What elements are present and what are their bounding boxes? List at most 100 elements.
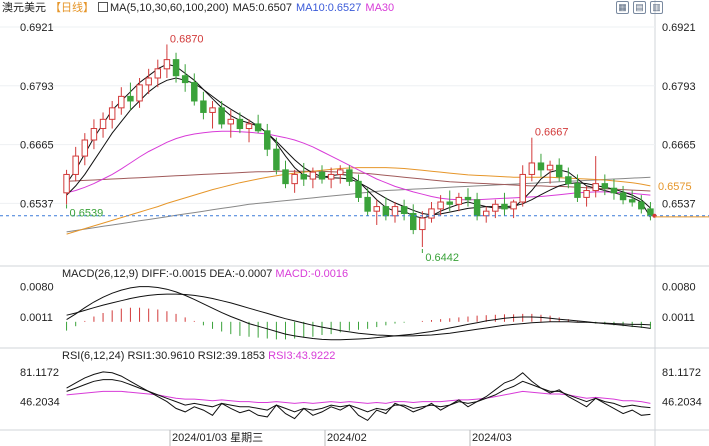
candle[interactable]	[63, 169, 70, 205]
candle[interactable]	[619, 185, 627, 205]
candle-body	[528, 162, 536, 175]
candle[interactable]	[482, 206, 490, 223]
candle[interactable]	[136, 78, 143, 108]
candle-body	[391, 206, 399, 217]
candle[interactable]	[227, 110, 235, 138]
price-panel[interactable]: 0.6870 0.6667 0.6539 0.6442	[0, 33, 709, 264]
candle[interactable]	[428, 202, 435, 223]
candle[interactable]	[492, 199, 499, 219]
candle[interactable]	[181, 64, 189, 92]
candle[interactable]	[437, 195, 444, 216]
candle[interactable]	[163, 50, 171, 78]
candle[interactable]	[528, 143, 536, 182]
macd-panel[interactable]	[66, 286, 651, 341]
candle[interactable]	[218, 100, 225, 129]
candle[interactable]	[373, 199, 380, 225]
rsi-panel[interactable]	[66, 371, 651, 422]
candle-body	[555, 164, 563, 178]
candle[interactable]	[537, 153, 545, 177]
candle[interactable]	[309, 167, 317, 189]
candle[interactable]	[592, 156, 599, 198]
rsi-tick-left: 46.2034	[20, 396, 60, 408]
price-tick-right: 0.6921	[662, 22, 696, 34]
candle[interactable]	[628, 190, 636, 207]
candle[interactable]	[473, 192, 481, 221]
candle[interactable]	[90, 119, 98, 150]
ma-settings-icon[interactable]	[98, 2, 108, 12]
candle[interactable]	[346, 165, 353, 186]
candle-body	[264, 130, 271, 150]
candle-body	[373, 206, 380, 212]
grid-toggle-icon[interactable]: ▦	[616, 1, 629, 14]
candle[interactable]	[400, 199, 408, 221]
candle-body	[346, 169, 353, 182]
candle[interactable]	[191, 73, 198, 106]
candle[interactable]	[455, 192, 463, 212]
last-price-label: 0.6575	[658, 181, 692, 193]
candle[interactable]	[583, 185, 590, 207]
candle[interactable]	[72, 146, 79, 182]
candle[interactable]	[318, 165, 326, 184]
macd-label[interactable]: MACD(26,12,9)	[62, 268, 139, 280]
candle[interactable]	[154, 59, 162, 88]
period-tag[interactable]: 【日线】	[50, 2, 94, 14]
candle[interactable]	[574, 174, 581, 202]
candle-body	[428, 208, 435, 219]
candle[interactable]	[446, 190, 453, 212]
price-tick-left: 0.6793	[20, 81, 54, 93]
candle[interactable]	[145, 68, 152, 95]
macd-tick-right: 0.0011	[662, 312, 695, 324]
candle[interactable]	[273, 137, 280, 175]
candle[interactable]	[99, 112, 107, 138]
candle[interactable]	[245, 119, 253, 143]
candle[interactable]	[464, 188, 472, 207]
candle[interactable]	[419, 211, 426, 248]
candle[interactable]	[555, 158, 563, 182]
candle[interactable]	[236, 112, 244, 134]
candle[interactable]	[327, 167, 335, 189]
candle[interactable]	[647, 202, 654, 221]
candle[interactable]	[127, 82, 134, 111]
draw-tool-icon[interactable]: ▤	[633, 1, 646, 14]
candle[interactable]	[638, 195, 645, 214]
candle[interactable]	[108, 100, 116, 129]
candle[interactable]	[565, 167, 572, 189]
candle-body	[209, 107, 216, 113]
candle-body	[327, 173, 335, 180]
candle[interactable]	[254, 114, 262, 134]
candle[interactable]	[601, 174, 609, 196]
candle[interactable]	[337, 165, 344, 184]
candle[interactable]	[519, 165, 526, 207]
candle[interactable]	[209, 100, 216, 129]
macd-header: MACD(26,12,9) DIFF:-0.0015 DEA:-0.0007 M…	[62, 268, 348, 280]
candle[interactable]	[118, 87, 125, 115]
rsi-header: RSI(6,12,24) RSI1:30.9610 RSI2:39.1853 R…	[62, 350, 335, 362]
candle-body	[337, 169, 344, 175]
candle[interactable]	[172, 52, 180, 83]
ma30-line	[66, 130, 651, 201]
macd-tick-left: 0.0011	[20, 312, 53, 324]
ma100-line	[66, 170, 651, 192]
candle[interactable]	[501, 192, 508, 216]
candle-body	[574, 183, 581, 198]
layout-icon[interactable]: ▥	[650, 1, 663, 14]
candle[interactable]	[200, 91, 207, 120]
candle[interactable]	[264, 123, 271, 157]
candle[interactable]	[546, 160, 554, 184]
candle[interactable]	[410, 204, 417, 235]
ma5-value: MA5:0.6507	[232, 2, 292, 14]
candle[interactable]	[364, 188, 371, 216]
candle[interactable]	[355, 174, 362, 202]
candle[interactable]	[81, 133, 89, 166]
ma-label[interactable]: MA(5,10,30,60,100,200)	[110, 2, 229, 14]
candle[interactable]	[300, 162, 307, 186]
rsi-label[interactable]: RSI(6,12,24)	[62, 350, 125, 362]
candle[interactable]	[391, 202, 399, 223]
ma30-value: MA30	[365, 2, 395, 14]
candle[interactable]	[291, 169, 298, 193]
candle[interactable]	[510, 199, 517, 219]
candle-body	[318, 171, 326, 180]
candle[interactable]	[282, 160, 289, 189]
candle[interactable]	[382, 197, 390, 221]
candle[interactable]	[610, 179, 618, 200]
